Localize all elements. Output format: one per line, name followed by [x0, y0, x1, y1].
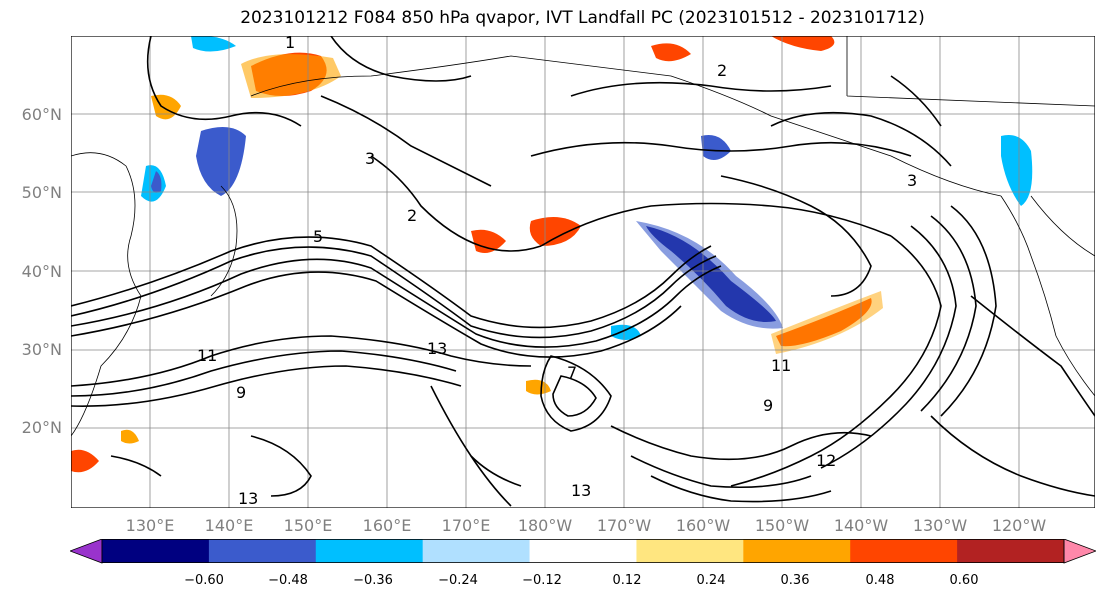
lon-label: 130°W — [912, 516, 968, 535]
contour-label: 7 — [567, 363, 577, 382]
colorbar-segment — [957, 539, 1065, 563]
contour-label: 2 — [407, 206, 417, 225]
lon-label: 120°W — [991, 516, 1047, 535]
colorbar-extend-high — [1063, 539, 1096, 564]
lat-label-50n: 50°N — [21, 183, 62, 202]
colorbar-tick: −0.60 — [184, 573, 224, 588]
lon-label: 140°W — [833, 516, 889, 535]
colorbar-tick: 0.48 — [865, 573, 895, 588]
contour-label: 11 — [771, 356, 791, 375]
colorbar-segment — [208, 539, 317, 563]
contour-label: 1 — [285, 36, 295, 52]
graticule — [71, 36, 1095, 508]
colorbar-tick: 0.24 — [696, 573, 726, 588]
lon-label: 130°E — [125, 516, 175, 535]
qvapor-anomaly-shading — [71, 36, 1033, 473]
contour-label: 5 — [313, 227, 323, 246]
colorbar-segment — [850, 539, 958, 563]
colorbar-tick: −0.12 — [522, 573, 562, 588]
map-panel: 1 2 2 3 3 5 7 9 9 11 11 12 13 13 13 — [71, 36, 1095, 508]
colorbar-segment — [529, 539, 637, 563]
colorbar-segment — [102, 539, 210, 563]
contour-labels: 1 2 2 3 3 5 7 9 9 11 11 12 13 13 13 — [197, 36, 917, 508]
lon-label: 160°W — [675, 516, 731, 535]
contour-label: 3 — [365, 149, 375, 168]
coastlines — [71, 36, 1095, 437]
contour-label: 3 — [907, 171, 917, 190]
lon-label: 160°E — [362, 516, 412, 535]
colorbar-segment — [422, 539, 531, 563]
contour-label: 13 — [571, 481, 591, 500]
lon-label: 140°E — [204, 516, 254, 535]
colorbar-tick: −0.48 — [268, 573, 308, 588]
contour-label: 13 — [238, 489, 258, 508]
lat-label-60n: 60°N — [21, 105, 62, 124]
lat-label-40n: 40°N — [21, 262, 62, 281]
colorbar-frame — [101, 539, 1065, 564]
colorbar-tick: −0.24 — [438, 573, 478, 588]
contour-lines — [71, 36, 1095, 507]
colorbar-segment — [636, 539, 744, 563]
colorbar-segment — [743, 539, 851, 563]
contour-label: 13 — [427, 339, 447, 358]
map-title: 2023101212 F084 850 hPa qvapor, IVT Land… — [240, 8, 925, 28]
contour-label: 11 — [197, 346, 217, 365]
lon-label: 150°W — [754, 516, 810, 535]
lat-label-30n: 30°N — [21, 340, 62, 359]
lon-label: 150°E — [283, 516, 333, 535]
contour-label: 9 — [763, 396, 773, 415]
colorbar-tick: 0.36 — [780, 573, 810, 588]
colorbar-tick: 0.60 — [949, 573, 979, 588]
contour-label: 9 — [236, 383, 246, 402]
lon-label: 180°W — [517, 516, 573, 535]
colorbar-tick: −0.36 — [353, 573, 393, 588]
contour-label: 2 — [717, 61, 727, 80]
colorbar-extend-low — [70, 539, 103, 564]
colorbar — [70, 539, 1096, 564]
lon-label: 170°W — [596, 516, 652, 535]
lon-label: 170°E — [441, 516, 491, 535]
lat-label-20n: 20°N — [21, 418, 62, 437]
contour-label: 12 — [816, 451, 836, 470]
colorbar-tick: 0.12 — [612, 573, 642, 588]
colorbar-segment — [315, 539, 424, 563]
